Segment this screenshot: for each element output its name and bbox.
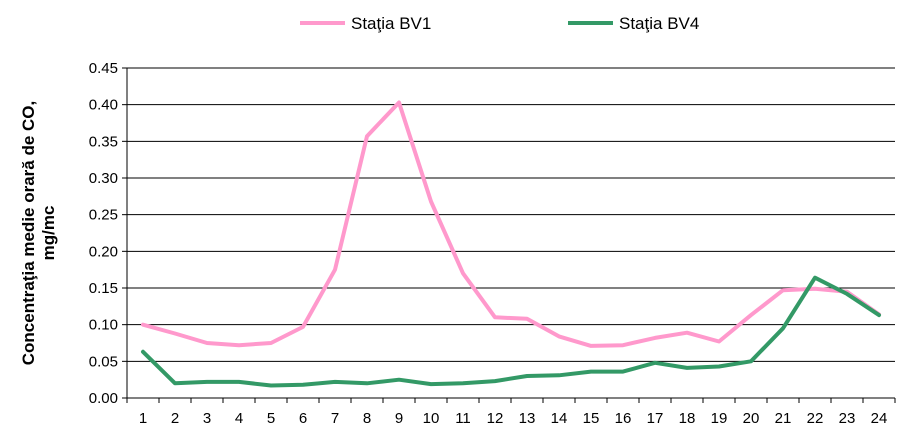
x-tick-label: 9: [395, 410, 403, 427]
x-tick-label: 13: [519, 410, 536, 427]
y-tick-label: 0.05: [89, 353, 118, 370]
x-tick-label: 15: [583, 410, 600, 427]
x-tick-label: 7: [331, 410, 339, 427]
series-line-2: [141, 275, 881, 388]
y-axis-title: Concentraţia medie orară de CO, mg/mc: [19, 101, 58, 366]
x-tick-label: 10: [423, 410, 440, 427]
y-tick-label: 0.45: [89, 60, 118, 77]
x-tick-label: 21: [775, 410, 792, 427]
x-tick-label: 11: [455, 410, 471, 427]
y-tick-label: 0.15: [89, 280, 118, 297]
series-group: [141, 100, 881, 388]
series-line-1: [141, 100, 881, 348]
y-axis-title-line2: mg/mc: [39, 206, 58, 261]
legend-label: Staţia BV4: [619, 14, 699, 33]
gridlines: [127, 67, 895, 362]
y-tick-label: 0.25: [89, 207, 118, 224]
y-tick-label: 0.30: [89, 170, 118, 187]
x-tick-label: 5: [267, 410, 275, 427]
x-tick-label: 2: [171, 410, 179, 427]
x-tick-label: 23: [839, 410, 856, 427]
y-axis-title-line1: Concentraţia medie orară de CO,: [19, 101, 38, 366]
x-tick-label: 1: [139, 410, 147, 427]
x-tick-label: 14: [551, 410, 568, 427]
y-tick-label: 0.10: [89, 317, 118, 334]
x-tick-label: 19: [711, 410, 728, 427]
y-tick-label: 0.00: [89, 390, 118, 407]
x-tick-label: 6: [299, 410, 307, 427]
x-tick-label: 18: [679, 410, 696, 427]
x-tick-label: 17: [647, 410, 664, 427]
y-tick-label: 0.20: [89, 243, 118, 260]
x-tick-label: 22: [807, 410, 824, 427]
x-tick-label: 8: [363, 410, 371, 427]
y-tick-label: 0.35: [89, 133, 118, 150]
x-tick-label: 12: [487, 410, 504, 427]
y-axis-ticks: 0.00 0.05 0.10 0.15 0.20 0.25 0.30 0.35 0.40 0.45: [89, 60, 127, 407]
y-tick-label: 0.40: [89, 97, 118, 114]
x-tick-label: 16: [615, 410, 632, 427]
x-tick-label: 4: [235, 410, 243, 427]
legend-label: Staţia BV1: [351, 14, 431, 33]
x-axis-ticks: 1 2 3 4 5 6 7 8 9 10 11 12 13 14 15 16 17 18 19 20 21 22 23 24: [126, 398, 896, 427]
legend: Staţia BV1 Staţia BV4: [300, 14, 699, 33]
x-tick-label: 20: [743, 410, 760, 427]
x-tick-label: 24: [871, 410, 888, 427]
x-tick-label: 3: [203, 410, 211, 427]
